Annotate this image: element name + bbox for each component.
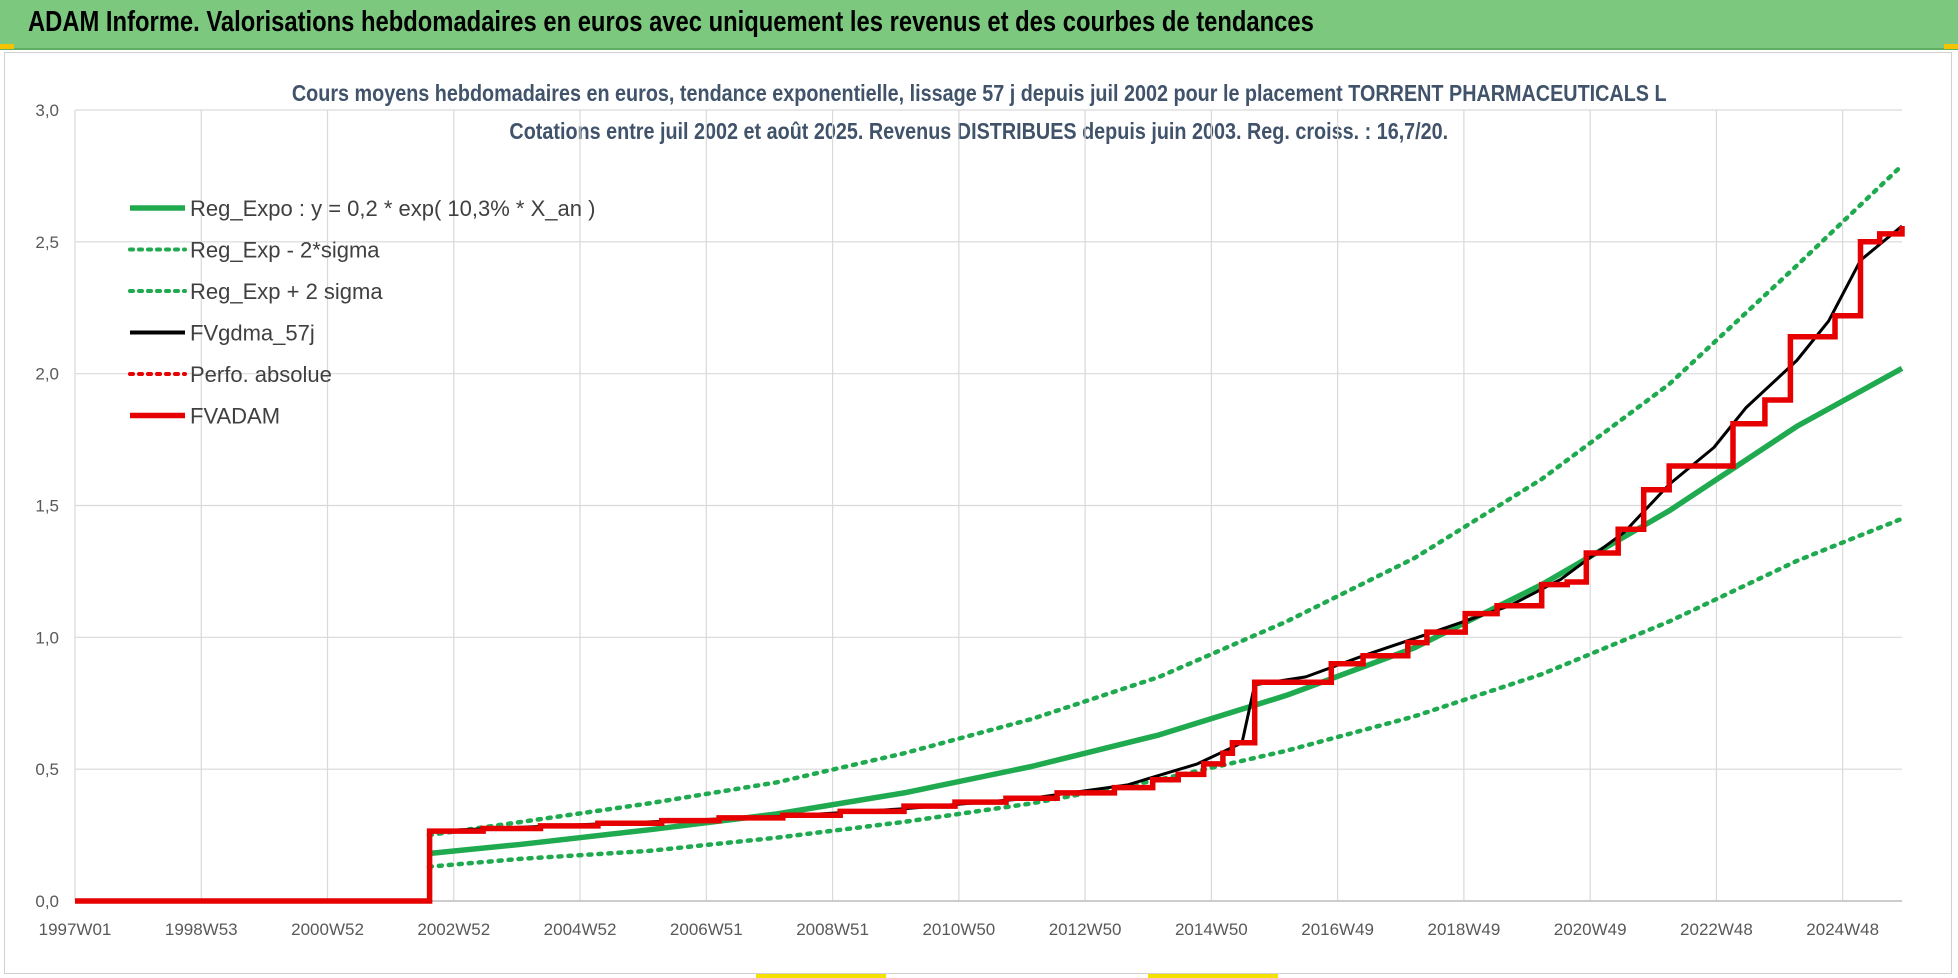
- y-tick-label: 0,5: [35, 760, 59, 779]
- series-reg-exp-plus-2sigma: [426, 163, 1905, 838]
- report-banner: ADAM Informe. Valorisations hebdomadaire…: [0, 0, 1958, 50]
- y-tick-label: 1,0: [35, 628, 59, 647]
- x-tick-label: 2004W52: [544, 920, 617, 939]
- x-tick-label: 2012W50: [1049, 920, 1122, 939]
- footer-marker-1: [756, 974, 886, 978]
- corner-marker-right: [1944, 44, 1958, 49]
- series-lines: [75, 163, 1905, 904]
- series-fvadam: [75, 226, 1905, 904]
- report-title: ADAM Informe. Valorisations hebdomadaire…: [28, 6, 1314, 38]
- y-tick-label: 2,5: [35, 233, 59, 252]
- x-tick-label: 2020W49: [1554, 920, 1627, 939]
- legend-label: Reg_Exp - 2*sigma: [190, 238, 380, 263]
- chart-subtitle: Cotations entre juil 2002 et août 2025. …: [509, 118, 1449, 144]
- x-tick-label: 2010W50: [922, 920, 995, 939]
- x-tick-label: 2016W49: [1301, 920, 1374, 939]
- x-tick-label: 2022W48: [1680, 920, 1753, 939]
- gridlines: [74, 109, 1902, 902]
- series-reg-exp-minus-2sigma: [426, 516, 1905, 869]
- legend-label: FVgdma_57j: [190, 321, 315, 346]
- x-tick-label: 2006W51: [670, 920, 743, 939]
- x-tick-label: 2008W51: [796, 920, 869, 939]
- corner-marker-left: [0, 44, 14, 49]
- legend-label: Reg_Expo : y = 0,2 * exp( 10,3% * X_an ): [190, 196, 595, 221]
- x-tick-label: 2000W52: [291, 920, 364, 939]
- x-tick-label: 2002W52: [417, 920, 490, 939]
- legend: Reg_Expo : y = 0,2 * exp( 10,3% * X_an )…: [128, 196, 595, 429]
- series-reg-expo: [428, 365, 1904, 857]
- x-tick-label: 2014W50: [1175, 920, 1248, 939]
- x-tick-label: 2024W48: [1806, 920, 1879, 939]
- y-tick-label: 1,5: [35, 497, 59, 516]
- legend-label: Reg_Exp + 2 sigma: [190, 279, 383, 304]
- x-tick-label: 1998W53: [165, 920, 238, 939]
- y-tick-label: 0,0: [35, 892, 59, 911]
- y-tick-label: 2,0: [35, 365, 59, 384]
- x-tick-label: 1997W01: [39, 920, 112, 939]
- chart-frame: [4, 52, 1952, 974]
- x-tick-label: 2018W49: [1428, 920, 1501, 939]
- legend-label: Perfo. absolue: [190, 362, 332, 387]
- y-tick-label: 3,0: [35, 101, 59, 120]
- axis-tick-labels: 0,0 0,5 1,0 1,5 2,0 2,5 3,0 1997W01 1998W53 2000W…: [35, 101, 1879, 939]
- legend-label: FVADAM: [190, 404, 280, 429]
- chart-title: Cours moyens hebdomadaires en euros, ten…: [291, 80, 1667, 106]
- footer-marker-2: [1148, 974, 1278, 978]
